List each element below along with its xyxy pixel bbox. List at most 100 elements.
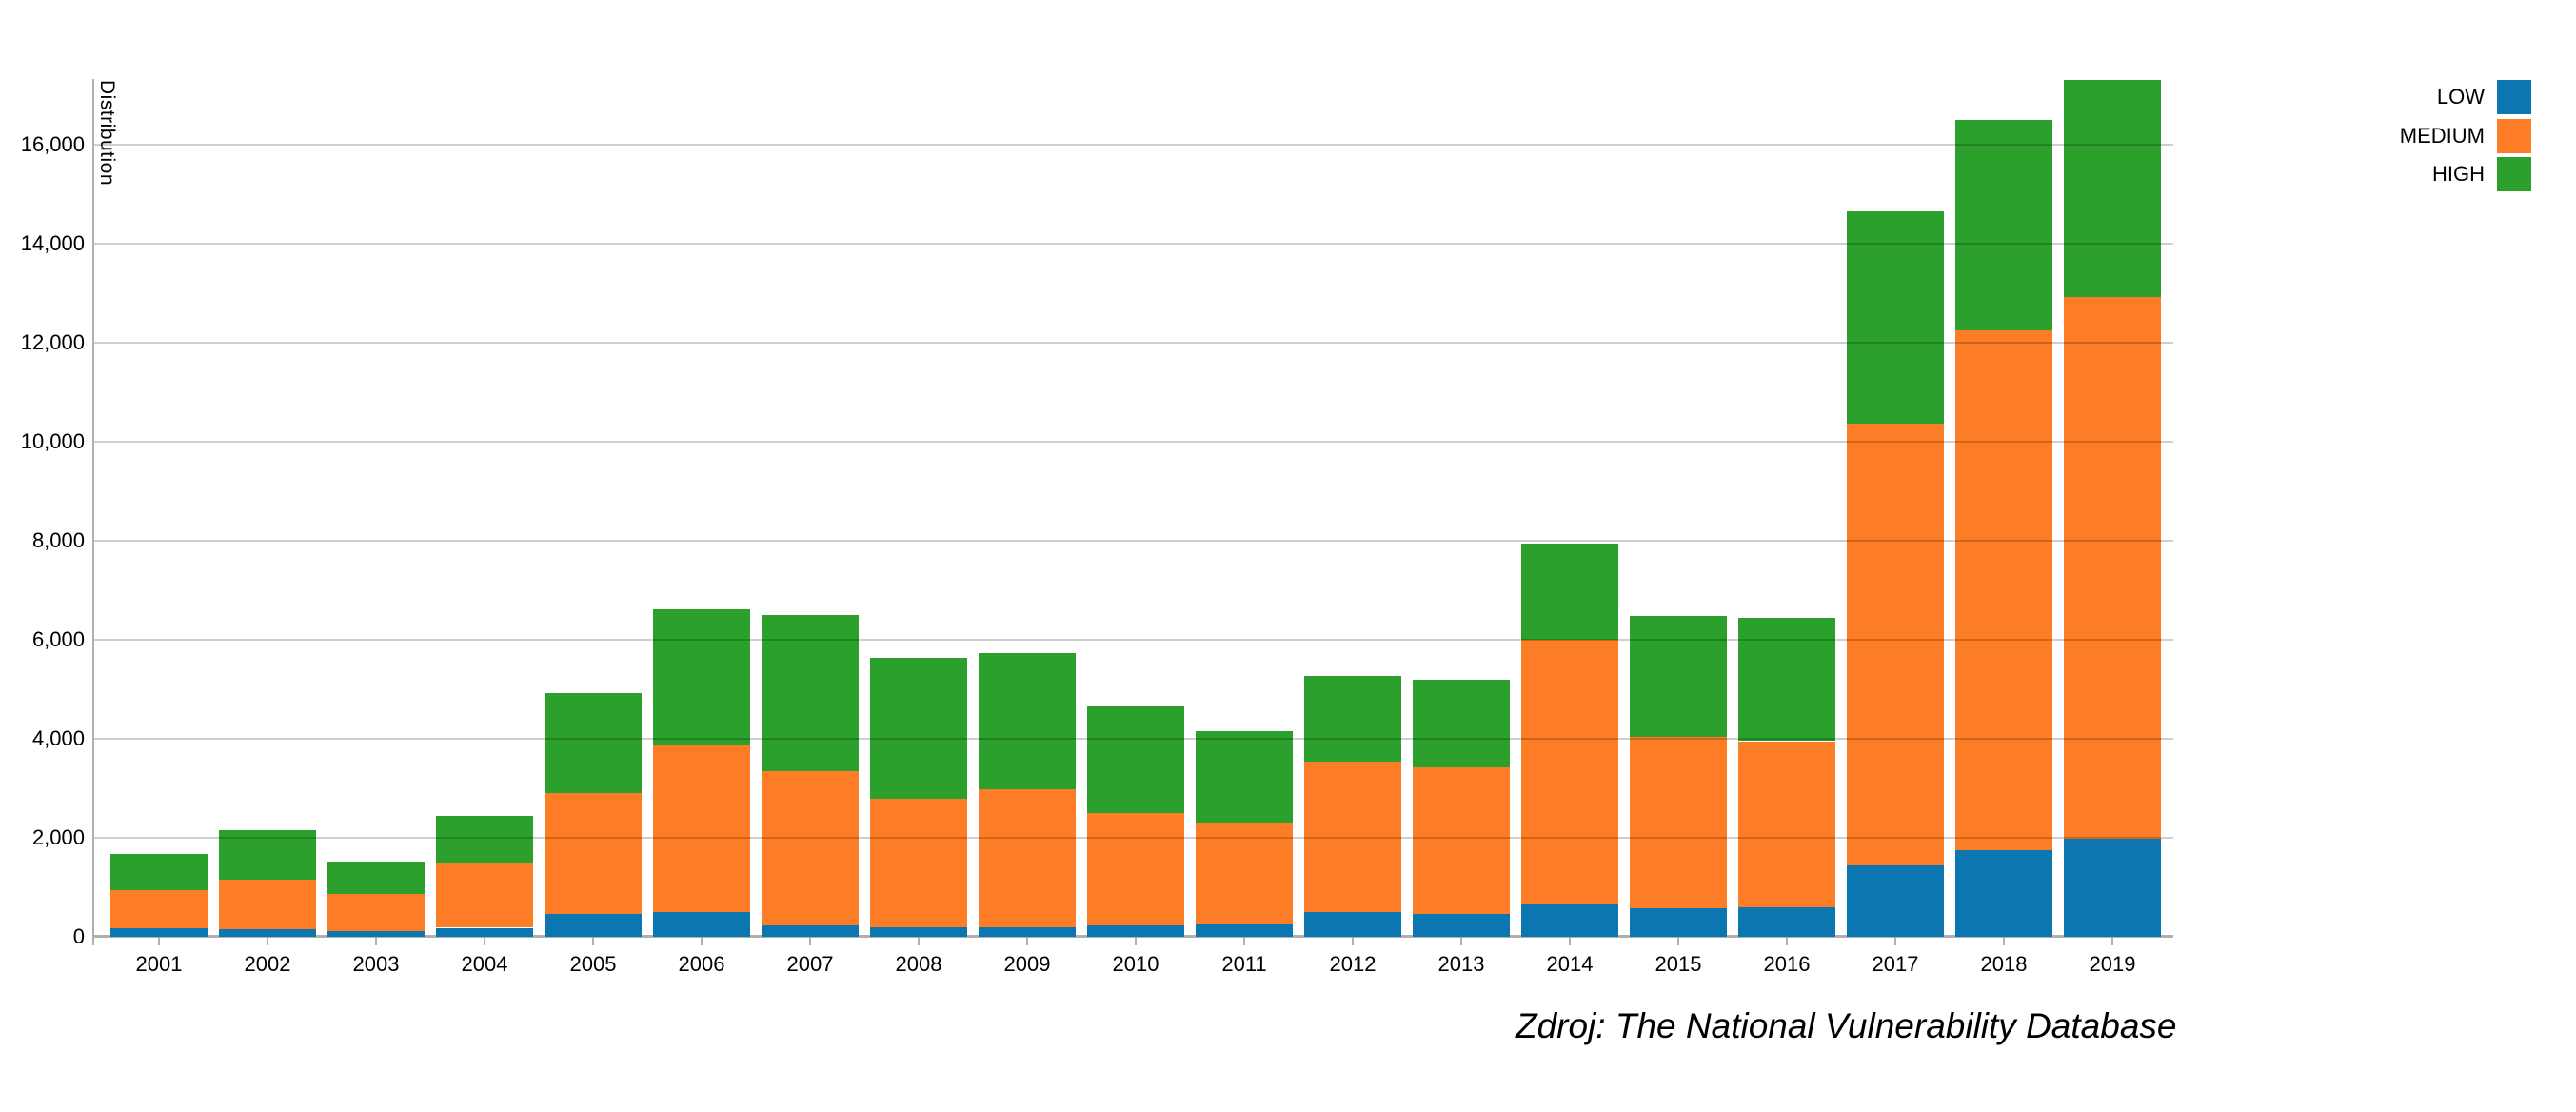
bar-segment-medium-2011 [1196,822,1293,924]
x-tick-mark [2003,937,2005,945]
bar-segment-low-2006 [653,912,750,937]
bar-segment-medium-2003 [327,894,425,932]
x-tick-mark [1677,937,1679,945]
gridline [94,144,2173,146]
bar-segment-low-2012 [1304,912,1401,937]
x-tick-mark [1243,937,1245,945]
legend-swatch-high [2497,157,2531,191]
bar-segment-medium-2015 [1630,737,1727,909]
bar-segment-medium-2009 [979,789,1076,928]
y-axis-line [92,79,94,945]
x-tick-mark [1894,937,1896,945]
bar-segment-medium-2006 [653,745,750,913]
legend-item-low: LOW [2275,80,2532,114]
bar-segment-low-2014 [1521,904,1618,937]
bar-segment-medium-2002 [219,880,316,929]
y-tick-label: 10,000 [20,429,85,453]
x-tick-mark [1786,937,1788,945]
bar-segment-medium-2017 [1847,424,1944,865]
legend-item-high: HIGH [2275,157,2532,191]
bar-segment-medium-2001 [110,889,208,928]
x-tick-label-2019: 2019 [2089,952,2136,976]
y-tick-label: 8,000 [31,528,85,552]
bar-segment-high-2014 [1521,544,1618,640]
x-tick-label-2014: 2014 [1546,952,1594,976]
x-tick-mark [2111,937,2113,945]
y-tick-label: 12,000 [20,330,85,354]
bar-segment-medium-2012 [1304,762,1401,912]
bar-segment-low-2010 [1087,924,1184,937]
y-axis-title: Distribution [96,80,118,187]
x-tick-mark [484,937,485,945]
x-tick-mark [1026,937,1028,945]
bar-segment-medium-2016 [1738,741,1835,907]
x-tick-label-2006: 2006 [678,952,725,976]
bar-segment-medium-2005 [545,793,642,915]
bar-segment-medium-2014 [1521,639,1618,904]
x-tick-mark [1352,937,1354,945]
bar-segment-medium-2018 [1955,330,2052,850]
x-tick-mark [701,937,703,945]
x-tick-label-2002: 2002 [244,952,291,976]
bar-segment-low-2017 [1847,864,1944,937]
x-tick-label-2013: 2013 [1437,952,1485,976]
legend-item-medium: MEDIUM [2275,118,2532,153]
legend-label-high: HIGH [2432,162,2485,186]
bar-segment-high-2001 [110,853,208,890]
x-tick-label-2010: 2010 [1112,952,1159,976]
bar-segment-high-2015 [1630,616,1727,737]
x-tick-mark [918,937,920,945]
gridline [94,738,2173,740]
legend-label-low: LOW [2436,85,2485,109]
y-tick-label: 6,000 [31,627,85,651]
bar-segment-medium-2004 [436,862,533,928]
gridline [94,540,2173,542]
bar-segment-low-2018 [1955,849,2052,937]
x-tick-label-2009: 2009 [1003,952,1051,976]
bar-segment-low-2011 [1196,923,1293,937]
x-tick-label-2004: 2004 [461,952,508,976]
bar-segment-high-2008 [870,658,967,800]
x-tick-label-2005: 2005 [569,952,617,976]
bar-segment-low-2003 [327,931,425,937]
x-tick-mark [1135,937,1137,945]
bar-segment-low-2008 [870,927,967,937]
bar-segment-high-2010 [1087,706,1184,813]
bar-segment-high-2006 [653,609,750,745]
y-tick-label: 2,000 [31,825,85,849]
bar-segment-medium-2010 [1087,812,1184,925]
x-tick-mark [158,937,160,945]
y-tick-label: 14,000 [20,231,85,255]
bar-segment-low-2013 [1413,913,1510,937]
bar-segment-low-2019 [2064,839,2161,937]
bar-segment-high-2003 [327,861,425,895]
x-tick-label-2011: 2011 [1221,952,1267,976]
y-tick-label: 0 [72,924,85,948]
bar-segment-low-2005 [545,914,642,937]
gridline [94,342,2173,344]
bar-segment-high-2005 [545,692,642,794]
bar-segment-low-2001 [110,927,208,937]
x-tick-label-2016: 2016 [1763,952,1811,976]
legend-label-medium: MEDIUM [2399,123,2485,148]
y-tick-label: 4,000 [31,726,85,750]
source-caption: Zdroj: The National Vulnerability Databa… [1516,1006,2177,1045]
x-tick-mark [1460,937,1462,945]
bar-segment-high-2011 [1196,730,1293,823]
legend-swatch-medium [2497,118,2531,153]
x-tick-mark [1569,937,1571,945]
bar-segment-medium-2008 [870,799,967,928]
x-tick-label-2007: 2007 [786,952,834,976]
bar-segment-low-2002 [219,928,316,937]
x-tick-label-2008: 2008 [895,952,942,976]
gridline [94,243,2173,245]
x-tick-mark [267,937,268,945]
x-tick-label-2017: 2017 [1872,952,1919,976]
bar-segment-high-2009 [979,652,1076,790]
gridline [94,837,2173,839]
bar-segment-high-2002 [219,829,316,881]
bar-segment-low-2004 [436,927,533,937]
bar-segment-low-2007 [762,925,859,937]
bar-segment-high-2018 [1955,120,2052,331]
